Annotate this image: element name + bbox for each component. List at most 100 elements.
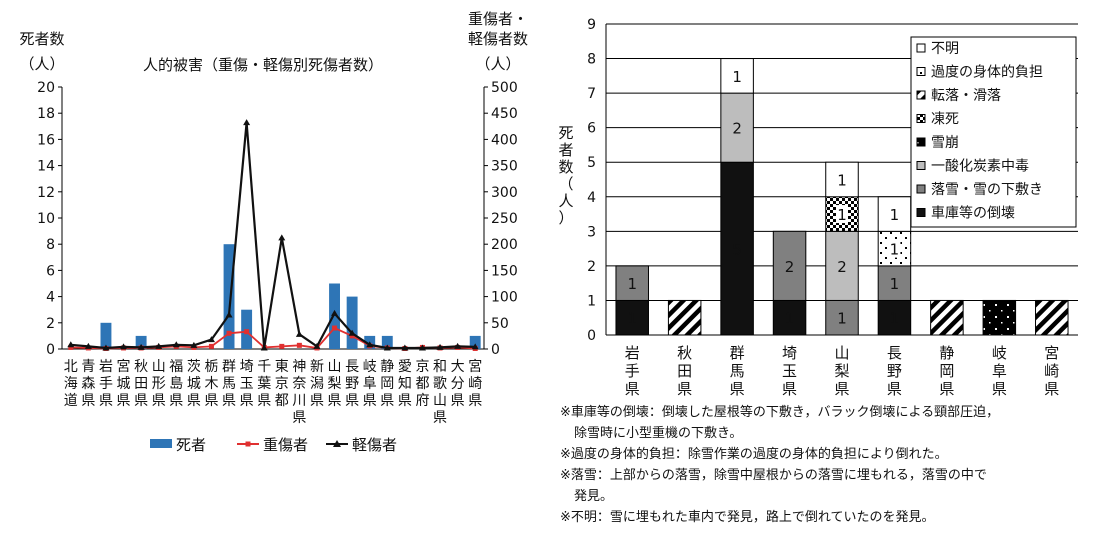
point-minor-injuries	[366, 341, 374, 348]
right-tick-label: 0	[491, 342, 500, 358]
point-minor-injuries	[471, 343, 479, 350]
left-axis-label: （人）	[19, 55, 64, 73]
legend-label: 重傷者	[263, 436, 308, 454]
point-minor-injuries	[172, 341, 180, 348]
stack-segment	[772, 299, 807, 336]
left-chart: 人的被害（重傷・軽傷別死傷者数） 死者数 （人） 重傷者・軽傷者数 （人） 0 2 4 6 8 10…	[19, 10, 528, 454]
point-serious-injuries	[332, 325, 338, 331]
legend-swatch	[916, 208, 926, 217]
right-axis-label: 軽傷者数	[468, 30, 528, 48]
point-minor-injuries	[207, 336, 215, 343]
legend-label: 凍死	[931, 112, 959, 128]
x-tick-label: 静岡県	[939, 344, 954, 398]
data-label: 1	[627, 310, 637, 328]
x-tick-label: 青森県	[81, 359, 95, 409]
note-line: 除雪時に小型重機の下敷き。	[574, 426, 743, 441]
data-label: 1	[837, 310, 847, 328]
stack-segment	[772, 230, 807, 301]
legend-swatch	[916, 114, 926, 123]
stack-segment	[877, 299, 912, 336]
stack-segment	[1035, 299, 1069, 336]
y-tick-label: 1	[587, 293, 596, 309]
left-tick-label: 6	[46, 263, 55, 279]
x-tick-label: 宮城県	[117, 359, 131, 409]
legend-label: 軽傷者	[352, 436, 397, 454]
x-tick-label: 神奈川県	[292, 359, 306, 426]
point-minor-injuries	[278, 234, 286, 241]
point-minor-injuries	[348, 329, 356, 336]
bar-deaths	[381, 335, 393, 349]
stack-segment	[930, 299, 964, 336]
y-tick-label: 8	[587, 52, 596, 68]
x-tick-label: 千葉県	[257, 359, 271, 409]
stack-segment	[825, 161, 859, 198]
right-tick-label: 350	[491, 159, 518, 175]
right-chart: 0 1 2 3 4 5 6 7 8 9 死者数（人） 1 1 岩手県 秋田県 5 2 1 群馬県 1 2 埼玉県 1 2 1 1 山…	[558, 17, 1078, 398]
legend-label: 死者	[176, 436, 206, 454]
point-minor-injuries	[295, 330, 303, 337]
right-tick-label: 150	[491, 263, 518, 279]
point-serious-injuries	[279, 343, 285, 349]
bar-deaths	[100, 322, 112, 349]
legend-label: 落雪・雪の下敷き	[931, 182, 1043, 198]
left-tick-label: 20	[37, 80, 55, 96]
x-tick-label: 愛知県	[398, 359, 412, 409]
x-tick-label: 長野県	[887, 344, 902, 398]
stack-segment	[667, 299, 702, 336]
data-label: 1	[890, 241, 900, 259]
point-minor-injuries	[383, 344, 391, 351]
stack-segment	[877, 265, 912, 301]
data-label: 1	[890, 206, 900, 224]
x-tick-label: 埼玉県	[782, 344, 797, 398]
legend-swatch	[916, 161, 926, 170]
legend-label: 車庫等の倒壊	[931, 205, 1015, 222]
bar-deaths	[329, 283, 340, 349]
chart-title: 人的被害（重傷・軽傷別死傷者数）	[143, 56, 383, 74]
legend-item: 軽傷者	[326, 436, 397, 454]
bar-deaths	[346, 296, 358, 349]
note-line: ※過度の身体的負担：除雪作業の過度の身体的負担により倒れた。	[560, 447, 948, 462]
stack-segment	[615, 265, 649, 301]
y-tick-label: 0	[587, 328, 596, 344]
stack-segment	[877, 196, 912, 232]
x-tick-label: 群馬県	[222, 359, 236, 409]
point-serious-injuries	[244, 329, 250, 335]
point-minor-injuries	[84, 342, 92, 349]
x-tick-label: 長野県	[345, 359, 359, 409]
point-serious-injuries	[208, 343, 214, 349]
y-axis-label: 死者数（人）	[558, 124, 573, 227]
x-tick-label: 山梨県	[328, 359, 342, 409]
x-tick-label: 和歌山県	[433, 359, 447, 426]
point-minor-injuries	[102, 344, 110, 351]
legend-swatch	[916, 137, 926, 147]
x-tick-label: 山梨県	[834, 344, 849, 398]
point-minor-injuries	[260, 344, 268, 351]
x-tick-label: 栃木県	[204, 359, 218, 409]
x-tick-label: 山形県	[152, 359, 166, 409]
y-tick-label: 7	[587, 86, 596, 102]
x-tick-label: 東京都	[275, 359, 289, 409]
point-minor-injuries	[243, 119, 251, 126]
x-tick-label: 大分県	[451, 359, 465, 409]
legend-swatch	[916, 43, 926, 53]
right-tick-label: 250	[491, 211, 518, 227]
x-tick-label: 静岡県	[380, 359, 394, 409]
x-tick-label: 新潟県	[310, 359, 324, 409]
data-label-bg	[888, 239, 901, 258]
stack-segment	[720, 161, 754, 336]
data-label: 1	[732, 68, 742, 86]
data-label: 1	[785, 310, 795, 328]
point-minor-injuries	[454, 342, 462, 349]
right-tick-label: 400	[491, 132, 518, 148]
data-label: 1	[890, 310, 900, 328]
note-line: 発見。	[574, 489, 614, 504]
right-tick-label: 200	[491, 237, 518, 253]
legend-swatch-deaths	[150, 439, 172, 448]
stack-segment	[825, 230, 859, 301]
bar-deaths	[135, 335, 147, 349]
left-tick-label: 0	[46, 342, 55, 358]
legend-item: 死者	[150, 436, 206, 454]
point-minor-injuries	[67, 341, 75, 348]
x-tick-label: 岐阜県	[992, 344, 1007, 398]
